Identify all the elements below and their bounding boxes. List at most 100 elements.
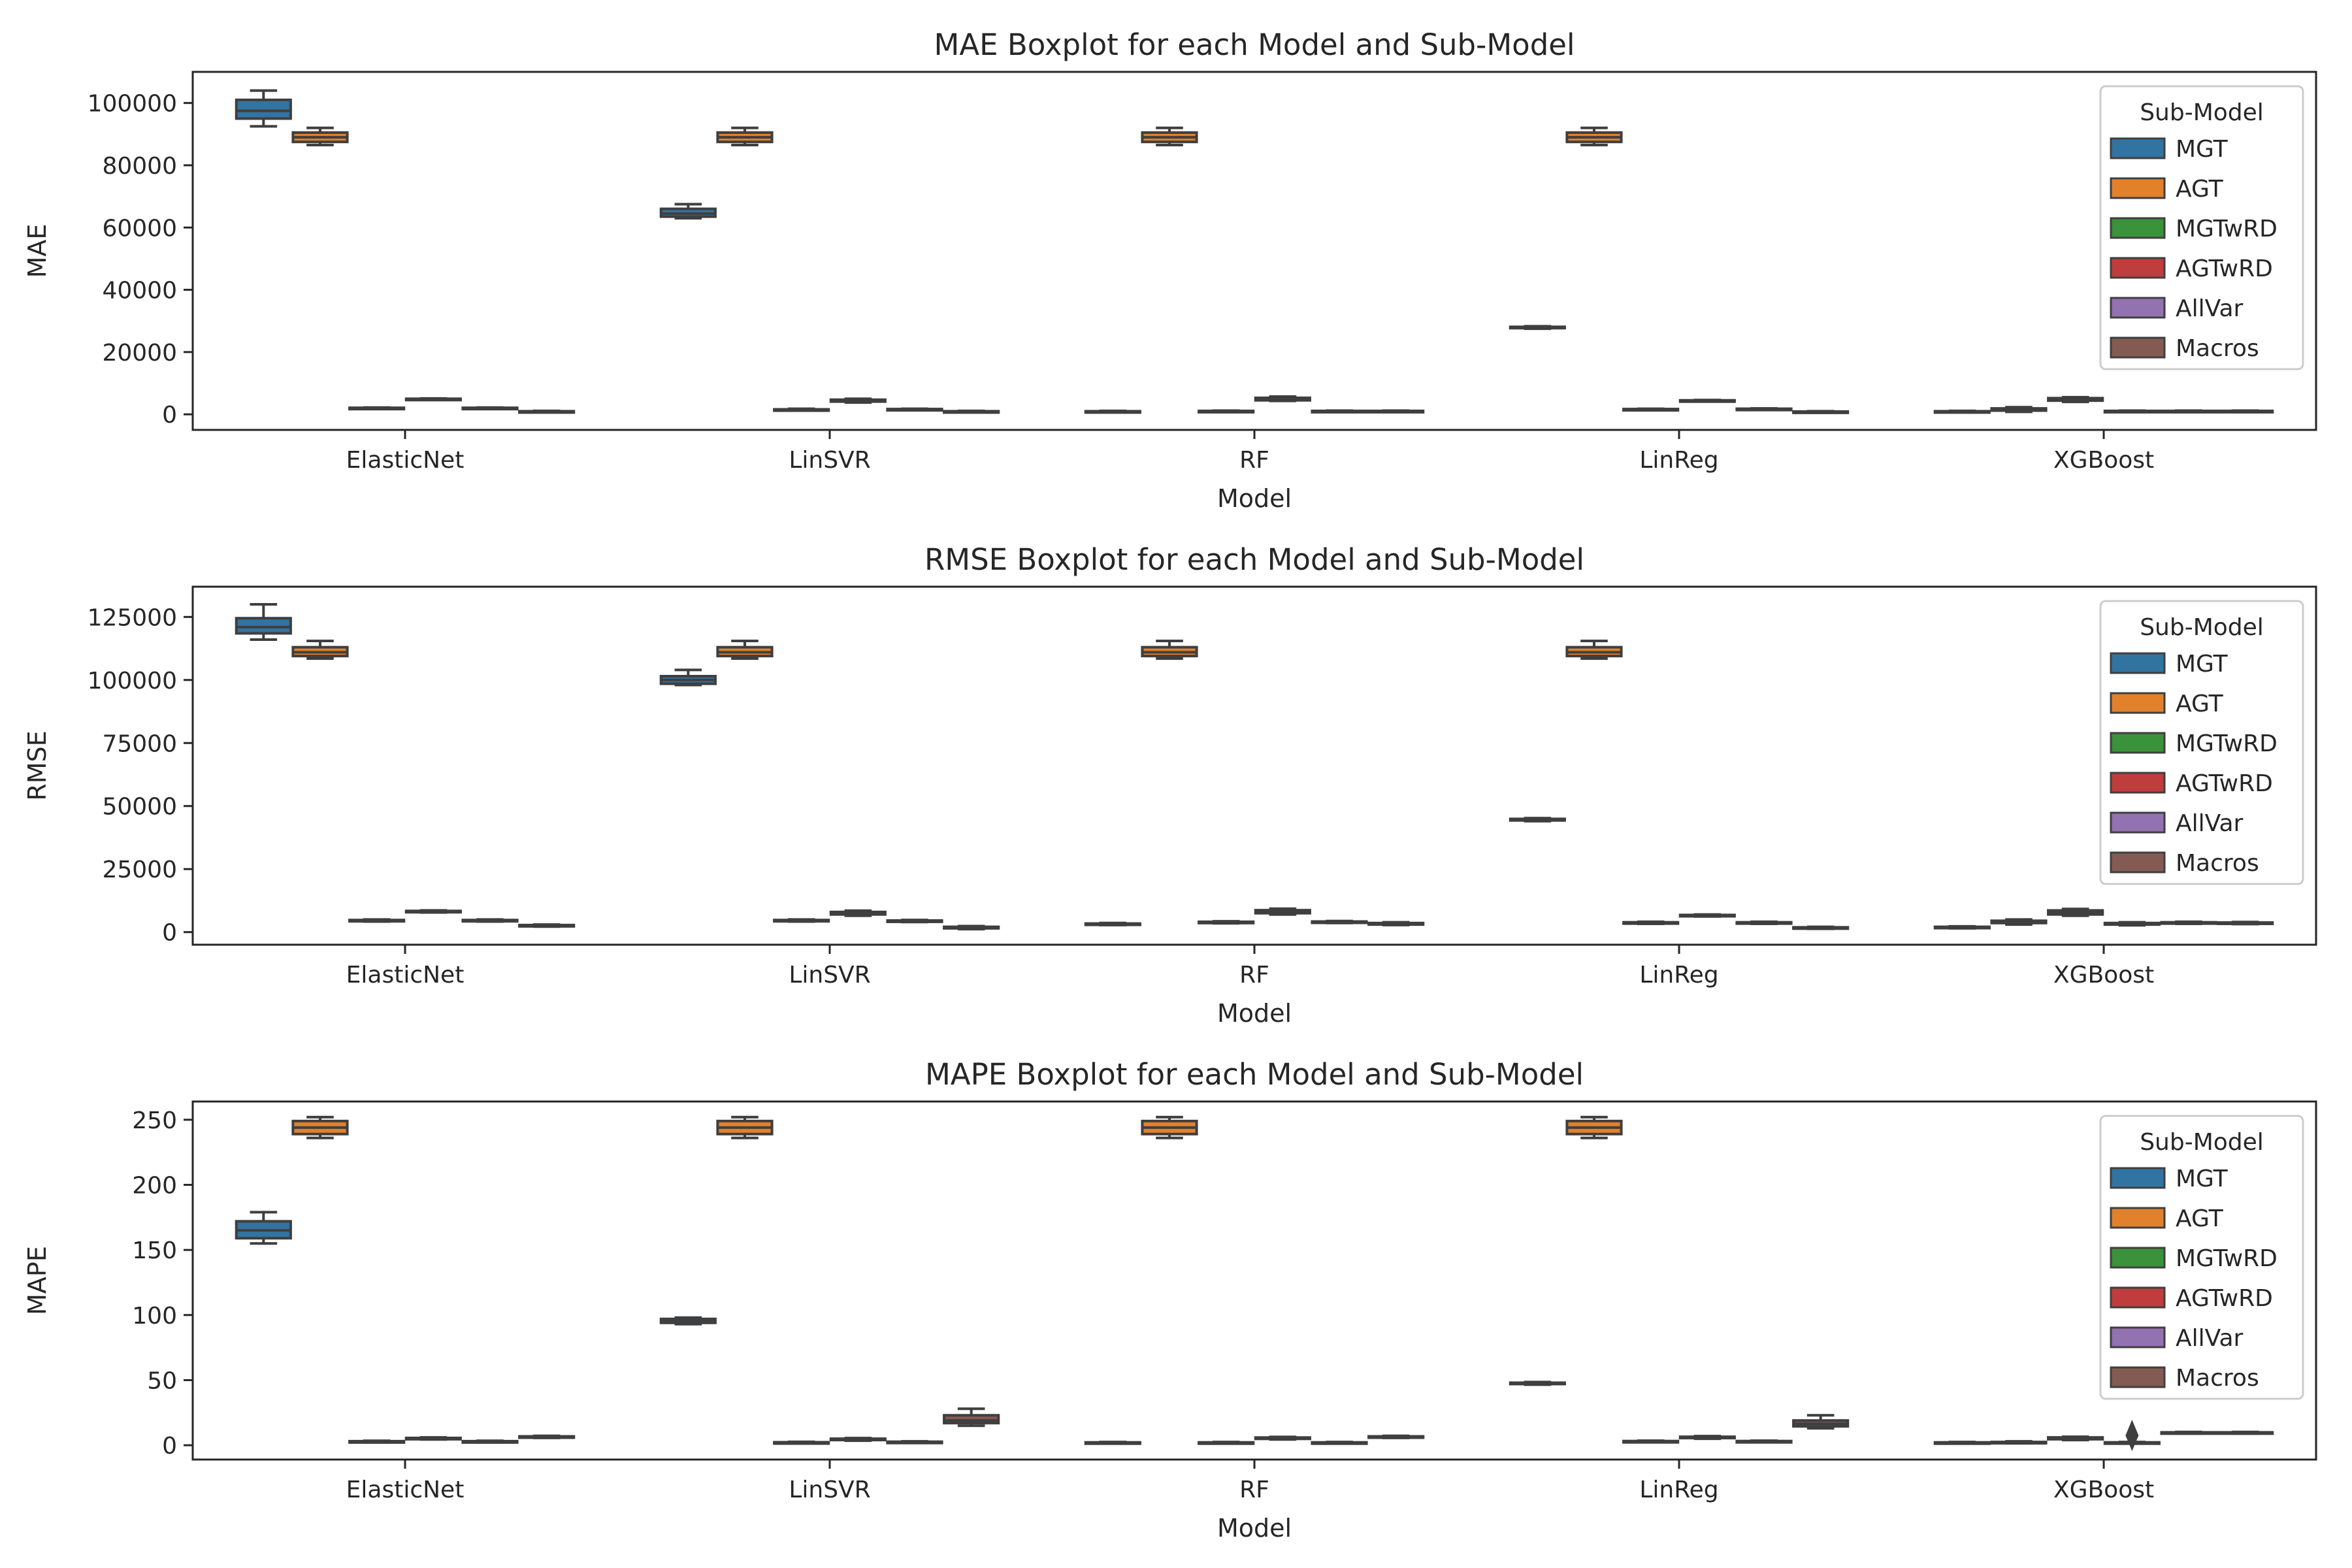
y-tick-label: 100000 xyxy=(88,91,177,118)
y-tick-label: 75000 xyxy=(102,730,177,757)
box-macros-linreg xyxy=(1792,1414,1850,1430)
box-macros-xgboost xyxy=(2217,409,2274,414)
box-allvar-rf xyxy=(1311,919,1368,924)
box-mgt-elasticnet xyxy=(235,603,292,642)
box-allvar-linreg xyxy=(1735,920,1793,925)
x-tick-label: RF xyxy=(1239,962,1269,988)
legend-swatch-agtwrd xyxy=(2110,257,2166,279)
box-mgt-linreg xyxy=(1509,325,1566,331)
legend: Sub-Model MGT AGT MGTwRD AGTwRD AllVar Macros xyxy=(2099,85,2304,370)
legend-title: Sub-Model xyxy=(2140,99,2264,126)
box-agt-linsvr xyxy=(716,126,774,146)
legend-title: Sub-Model xyxy=(2140,1129,2264,1156)
box-mgt-xgboost xyxy=(1933,1441,1991,1445)
legend: Sub-Model MGT AGT MGTwRD AGTwRD AllVar Macros xyxy=(2099,600,2304,885)
box-mgtwrd-xgboost xyxy=(2047,907,2104,917)
box-macros-rf xyxy=(1367,1434,1425,1439)
box-agt-xgboost xyxy=(1990,918,2048,926)
box-mgt-linsvr xyxy=(659,1316,717,1326)
outlier-point xyxy=(2125,1420,2139,1452)
legend-title: Sub-Model xyxy=(2140,614,2264,641)
x-tick-label: ElasticNet xyxy=(346,447,465,474)
box-allvar-linreg xyxy=(1735,1439,1793,1444)
box-allvar-xgboost xyxy=(2160,920,2217,925)
x-tick-label: LinReg xyxy=(1639,447,1718,474)
box-body xyxy=(235,98,292,120)
box-agtwrd-linsvr xyxy=(829,1437,887,1443)
box-agt-linreg xyxy=(1565,639,1623,660)
legend-label-agt: AGT xyxy=(2176,176,2224,203)
box-allvar-rf xyxy=(1311,409,1368,414)
box-agtwrd-rf xyxy=(1254,907,1311,916)
box-allvar-elasticnet xyxy=(461,406,519,411)
legend-label-mgt: MGT xyxy=(2176,136,2229,163)
y-tick-label: 80000 xyxy=(102,153,177,180)
box-agtwrd-linsvr xyxy=(829,397,887,404)
box-agt-linsvr xyxy=(716,639,774,660)
box-allvar-linreg xyxy=(1735,407,1793,412)
box-mgtwrd-elasticnet xyxy=(348,406,406,411)
box-macros-elasticnet xyxy=(518,1434,576,1439)
x-tick-label: LinReg xyxy=(1639,962,1718,988)
box-agtwrd-elasticnet xyxy=(404,397,462,402)
box-agt-rf xyxy=(1141,1115,1198,1139)
x-tick-label: XGBoost xyxy=(2053,447,2154,474)
box-mgt-linsvr xyxy=(659,668,717,687)
box-mgt-linreg xyxy=(1509,1380,1566,1386)
box-agt-rf xyxy=(1141,126,1198,146)
legend-swatch-agt xyxy=(2110,1207,2166,1229)
x-tick-label: LinSVR xyxy=(789,447,870,474)
box-mgtwrd-xgboost xyxy=(2047,395,2104,404)
legend-swatch-agt xyxy=(2110,692,2166,714)
chart-title: RMSE Boxplot for each Model and Sub-Mode… xyxy=(924,542,1584,577)
legend-swatch-allvar xyxy=(2110,1326,2166,1348)
y-tick-label: 0 xyxy=(162,1433,177,1460)
y-tick-label: 60000 xyxy=(102,215,177,242)
box-mgtwrd-xgboost xyxy=(2047,1435,2104,1442)
legend-label-agtwrd: AGTwRD xyxy=(2176,770,2273,797)
box-mgtwrd-linsvr xyxy=(773,918,830,923)
box-mgt-xgboost xyxy=(1933,409,1991,414)
box-macros-elasticnet xyxy=(518,409,576,414)
box-agt-elasticnet xyxy=(291,639,349,660)
y-axis-label: MAE xyxy=(23,224,52,278)
chart-panel-1: RMSE Boxplot for each Model and Sub-Mode… xyxy=(23,542,2317,1028)
box-agtwrd-linreg xyxy=(1678,399,1736,403)
box-mgtwrd-linsvr xyxy=(773,1440,830,1445)
box-agtwrd-elasticnet xyxy=(404,909,462,914)
x-tick-label: RF xyxy=(1239,1477,1269,1503)
box-agtwrd-xgboost xyxy=(2103,409,2161,414)
legend-label-mgtwrd: MGTwRD xyxy=(2176,216,2278,242)
box-agtwrd-rf xyxy=(1254,1435,1311,1441)
box-agtwrd-xgboost xyxy=(2103,921,2161,927)
box-agtwrd-linreg xyxy=(1678,913,1736,918)
box-macros-rf xyxy=(1367,409,1425,414)
box-allvar-rf xyxy=(1311,1441,1368,1445)
box-macros-linreg xyxy=(1792,925,1850,930)
legend-label-mgtwrd: MGTwRD xyxy=(2176,1245,2278,1272)
legend-label-allvar: AllVar xyxy=(2176,295,2244,322)
legend-label-allvar: AllVar xyxy=(2176,810,2244,837)
box-mgtwrd-linsvr xyxy=(773,407,830,412)
chart-panel-2: MAPE Boxplot for each Model and Sub-Mode… xyxy=(23,1057,2317,1543)
box-mgtwrd-rf xyxy=(1198,920,1255,925)
plot-frame xyxy=(191,585,2317,946)
box-agt-xgboost xyxy=(1990,1440,2048,1445)
x-axis-label: Model xyxy=(1217,484,1292,513)
box-allvar-linsvr xyxy=(886,1440,943,1445)
y-tick-label: 40000 xyxy=(102,278,177,304)
box-mgtwrd-linreg xyxy=(1622,407,1680,412)
y-tick-label: 50 xyxy=(147,1367,177,1394)
box-allvar-linsvr xyxy=(886,407,943,412)
box-mgtwrd-rf xyxy=(1198,1441,1255,1445)
box-mgt-linsvr xyxy=(659,203,717,220)
box-macros-xgboost xyxy=(2217,921,2274,926)
box-mgtwrd-linreg xyxy=(1622,920,1680,925)
box-allvar-elasticnet xyxy=(461,918,519,923)
x-axis-label: Model xyxy=(1217,1514,1292,1543)
x-tick-label: XGBoost xyxy=(2053,1477,2154,1503)
legend-swatch-agtwrd xyxy=(2110,772,2166,794)
box-allvar-xgboost xyxy=(2160,409,2217,414)
box-macros-linsvr xyxy=(943,1407,1000,1428)
legend-label-macros: Macros xyxy=(2176,850,2259,877)
